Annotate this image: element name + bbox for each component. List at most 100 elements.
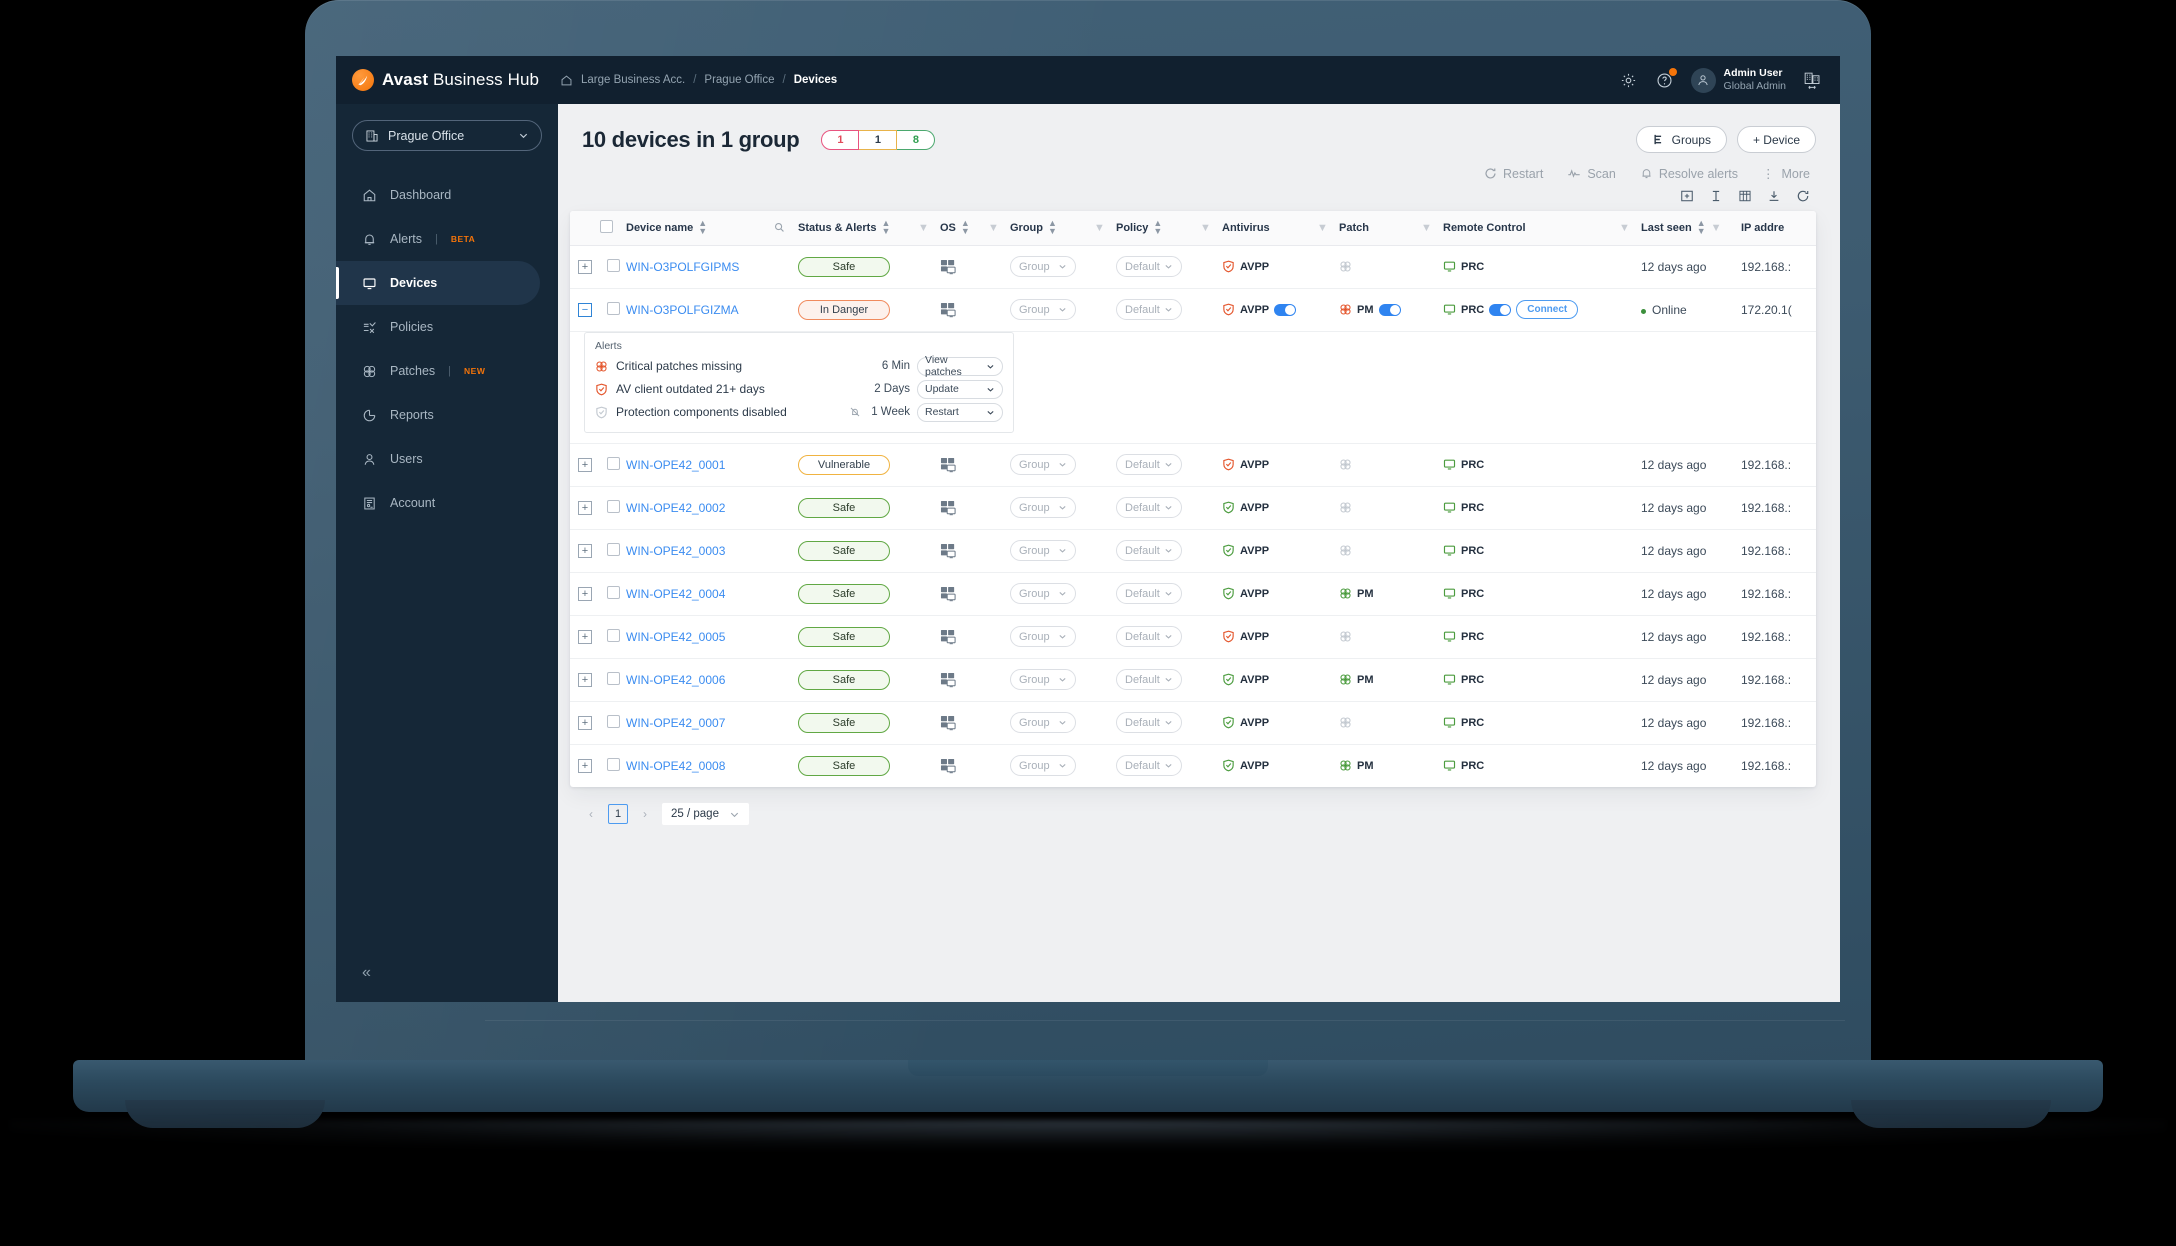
row-checkbox[interactable] [606, 585, 620, 599]
patch-status[interactable] [1339, 716, 1443, 729]
cell-group[interactable]: Group [1010, 744, 1116, 787]
cell-antivirus[interactable]: AVPP [1222, 486, 1339, 530]
av-status[interactable]: AVPP [1222, 458, 1339, 471]
th-group[interactable]: Group ▲ ▼ [1010, 211, 1094, 246]
device-name-link[interactable]: WIN-OPE42_0007 [626, 715, 726, 730]
cell-device-name[interactable]: WIN-OPE42_0007 [626, 701, 798, 745]
th-policy-filter[interactable]: ▼ [1200, 211, 1222, 246]
rc-status[interactable]: PRC Connect [1443, 300, 1641, 319]
expand-row-icon[interactable]: + [578, 673, 592, 687]
table-row[interactable]: + WIN-OPE42_0008 Safe Group Default AVPP… [570, 744, 1816, 787]
cell-policy[interactable]: Default [1116, 288, 1222, 332]
group-select[interactable]: Group [1010, 755, 1076, 777]
cell-patch[interactable] [1339, 529, 1443, 573]
patch-status[interactable] [1339, 630, 1443, 643]
patch-status[interactable] [1339, 544, 1443, 557]
cell-policy[interactable]: Default [1116, 486, 1222, 530]
av-status[interactable]: AVPP [1222, 260, 1339, 273]
table-layout-icon[interactable] [1738, 189, 1752, 203]
pagination-next[interactable]: › [643, 807, 647, 821]
patch-status[interactable] [1339, 260, 1443, 273]
row-select-cell[interactable] [600, 529, 626, 573]
expand-row-icon[interactable]: + [578, 759, 592, 774]
patch-status[interactable]: PM [1339, 673, 1443, 686]
page-size-select[interactable]: 25 / page [662, 803, 749, 825]
sidebar-item-dashboard[interactable]: Dashboard [336, 173, 540, 217]
row-select-cell[interactable] [600, 288, 626, 332]
row-expand-cell[interactable]: + [570, 529, 600, 573]
cell-remote-control[interactable]: PRC [1443, 701, 1641, 745]
cell-patch[interactable] [1339, 701, 1443, 745]
scan-button[interactable]: Scan [1567, 166, 1616, 181]
cell-remote-control[interactable]: PRC [1443, 245, 1641, 289]
sidebar-item-users[interactable]: Users [336, 437, 540, 481]
count-vulnerable[interactable]: 1 [859, 129, 898, 150]
cell-remote-control[interactable]: PRC [1443, 572, 1641, 616]
cell-patch[interactable]: PM [1339, 288, 1443, 332]
th-os[interactable]: OS ▲ ▼ [940, 211, 988, 246]
rc-status[interactable]: PRC [1443, 716, 1641, 729]
expand-row-icon[interactable]: + [578, 260, 592, 274]
group-select[interactable]: Group [1010, 497, 1076, 518]
cell-policy[interactable]: Default [1116, 572, 1222, 616]
device-name-link[interactable]: WIN-OPE42_0008 [626, 758, 726, 773]
row-select-cell[interactable] [600, 701, 626, 745]
search-icon[interactable] [774, 222, 798, 233]
sidebar-item-alerts[interactable]: Alerts | BETA [336, 217, 540, 261]
office-selector[interactable]: Prague Office [352, 120, 542, 151]
filter-icon[interactable]: ▼ [1317, 221, 1328, 234]
sort-icon[interactable]: ▲ ▼ [1696, 218, 1706, 236]
cell-policy[interactable]: Default [1116, 658, 1222, 702]
company-switch-icon[interactable] [1802, 70, 1822, 90]
cell-device-name[interactable]: WIN-O3POLFGIZMA [626, 288, 798, 332]
av-status[interactable]: AVPP [1222, 630, 1339, 643]
more-button[interactable]: ⋮ More [1762, 166, 1810, 182]
cell-patch[interactable] [1339, 245, 1443, 289]
sidebar-item-account[interactable]: Account [336, 481, 540, 525]
device-name-link[interactable]: WIN-O3POLFGIZMA [626, 302, 739, 317]
cell-antivirus[interactable]: AVPP [1222, 572, 1339, 616]
policy-select[interactable]: Default [1116, 540, 1182, 561]
cell-remote-control[interactable]: PRC [1443, 658, 1641, 702]
sidebar-item-devices[interactable]: Devices [336, 261, 540, 305]
add-column-icon[interactable] [1680, 189, 1694, 203]
cell-device-name[interactable]: WIN-OPE42_0006 [626, 658, 798, 702]
cell-antivirus[interactable]: AVPP [1222, 658, 1339, 702]
cell-antivirus[interactable]: AVPP [1222, 288, 1339, 332]
row-select-cell[interactable] [600, 615, 626, 659]
av-status[interactable]: AVPP [1222, 587, 1339, 600]
cell-policy[interactable]: Default [1116, 245, 1222, 289]
cell-device-name[interactable]: WIN-OPE42_0002 [626, 486, 798, 530]
group-select[interactable]: Group [1010, 712, 1076, 733]
cell-antivirus[interactable]: AVPP [1222, 529, 1339, 573]
row-expand-cell[interactable]: + [570, 701, 600, 745]
cell-remote-control[interactable]: PRC [1443, 443, 1641, 487]
row-expand-cell[interactable]: + [570, 744, 600, 787]
help-circle-icon[interactable] [1655, 68, 1677, 90]
gear-icon[interactable] [1619, 70, 1639, 90]
table-row[interactable]: + WIN-OPE42_0001 Vulnerable Group Defaul… [570, 443, 1816, 487]
rc-status[interactable]: PRC [1443, 587, 1641, 600]
device-name-link[interactable]: WIN-O3POLFGIPMS [626, 259, 740, 274]
filter-icon[interactable]: ▼ [1619, 221, 1630, 234]
filter-icon[interactable]: ▼ [1710, 221, 1722, 234]
row-expand-cell[interactable]: + [570, 615, 600, 659]
patch-status[interactable]: PM [1339, 303, 1443, 316]
row-checkbox[interactable] [606, 456, 620, 470]
cell-policy[interactable]: Default [1116, 744, 1222, 787]
cell-group[interactable]: Group [1010, 245, 1116, 289]
cell-policy[interactable]: Default [1116, 701, 1222, 745]
device-name-link[interactable]: WIN-OPE42_0006 [626, 672, 726, 687]
cell-policy[interactable]: Default [1116, 529, 1222, 573]
group-select[interactable]: Group [1010, 626, 1076, 647]
restart-button[interactable]: Restart [1484, 166, 1543, 181]
group-select[interactable]: Group [1010, 669, 1076, 690]
count-danger[interactable]: 1 [821, 129, 860, 150]
device-name-link[interactable]: WIN-OPE42_0005 [626, 629, 726, 644]
av-status[interactable]: AVPP [1222, 303, 1339, 316]
rc-status[interactable]: PRC [1443, 544, 1641, 557]
cell-group[interactable]: Group [1010, 529, 1116, 573]
cell-policy[interactable]: Default [1116, 615, 1222, 659]
expand-row-icon[interactable]: + [578, 501, 592, 515]
rc-status[interactable]: PRC [1443, 759, 1641, 772]
